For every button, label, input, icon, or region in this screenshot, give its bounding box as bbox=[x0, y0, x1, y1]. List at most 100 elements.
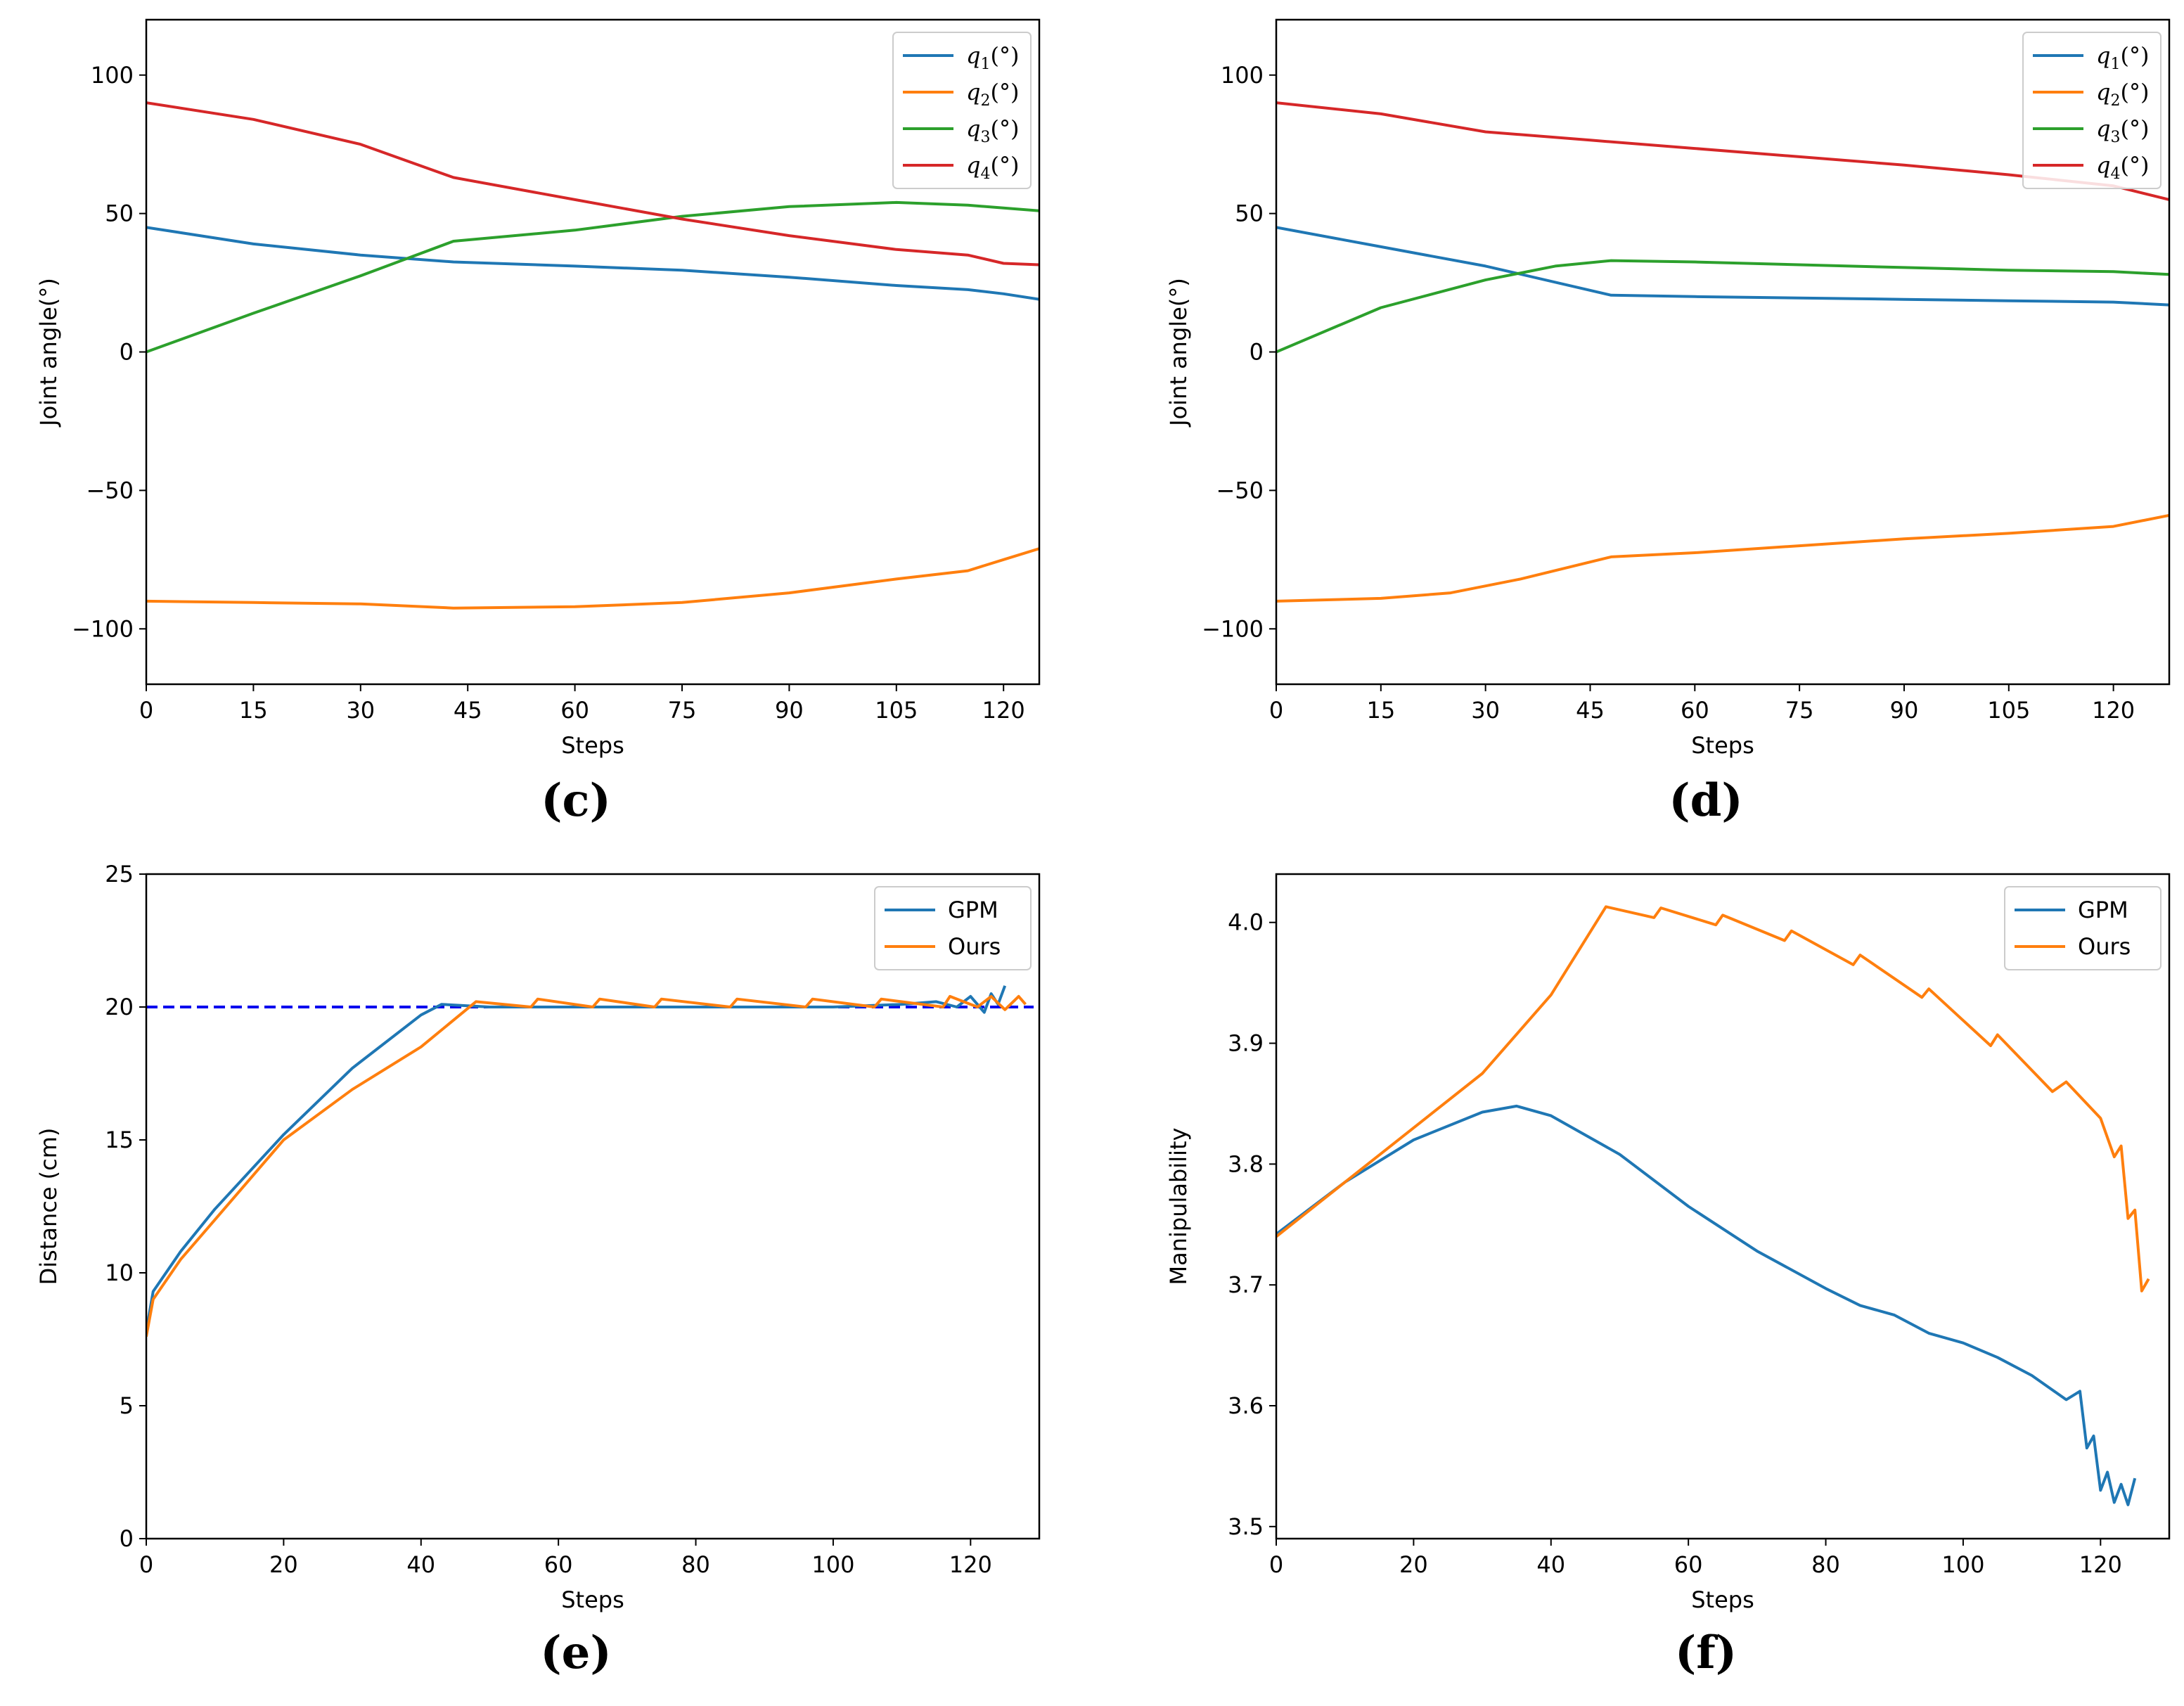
y-tick-label: 3.7 bbox=[1228, 1271, 1264, 1298]
x-tick-label: 40 bbox=[1536, 1551, 1565, 1578]
y-tick-label: 10 bbox=[105, 1259, 134, 1286]
series-line-ours bbox=[1276, 905, 2150, 1293]
x-axis-label: Steps bbox=[1691, 732, 1754, 759]
y-tick-label: 50 bbox=[105, 200, 134, 227]
panel-label: (d) bbox=[1669, 774, 1742, 827]
series-line-q3 bbox=[146, 200, 1039, 354]
chart-e: 0 20 40 60 80 100 120 0 5 10 15 20 25 Steps Distance (… bbox=[35, 861, 1041, 1679]
legend: GPM Ours bbox=[2004, 886, 2161, 970]
y-tick-label: 0 bbox=[1250, 339, 1264, 366]
y-axis-label: Joint angle(°) bbox=[35, 278, 62, 428]
series-line-q1 bbox=[146, 226, 1039, 301]
series-line-gpm bbox=[1276, 1104, 2137, 1506]
series-line-q2 bbox=[146, 547, 1039, 610]
x-tick-label: 45 bbox=[454, 697, 482, 724]
x-tick-label: 105 bbox=[1987, 697, 2030, 724]
x-tick-label: 120 bbox=[982, 697, 1025, 724]
chart-f: 0 20 40 60 80 100 120 3.5 3.6 3.7 3.8 3.9 4.0 Steps Ma… bbox=[1165, 873, 2171, 1679]
x-tick-label: 0 bbox=[1269, 1551, 1283, 1578]
panel-label: (c) bbox=[541, 774, 611, 827]
legend-label: q1(°) bbox=[966, 42, 1019, 73]
y-tick-label: 100 bbox=[91, 62, 134, 89]
y-tick-label: 20 bbox=[105, 994, 134, 1020]
y-tick-label: 3.9 bbox=[1228, 1030, 1264, 1057]
panel-label: (e) bbox=[540, 1627, 611, 1679]
legend-box bbox=[874, 886, 1032, 970]
x-tick-label: 90 bbox=[1890, 697, 1919, 724]
legend-label: GPM bbox=[2078, 897, 2128, 923]
y-tick-label: −50 bbox=[1216, 477, 1264, 504]
y-axis-label: Distance (cm) bbox=[35, 1128, 62, 1285]
x-axis-label: Steps bbox=[561, 1586, 624, 1613]
x-tick-label: 40 bbox=[406, 1551, 435, 1578]
legend-label: q4(°) bbox=[966, 152, 1019, 183]
legend: GPM Ours bbox=[874, 886, 1032, 970]
x-tick-label: 60 bbox=[1674, 1551, 1703, 1578]
x-tick-label: 60 bbox=[544, 1551, 573, 1578]
legend-label: q2(°) bbox=[2096, 79, 2149, 110]
legend: q1(°) q2(°) q3(°) q4(°) bbox=[2022, 32, 2161, 189]
x-tick-label: 60 bbox=[1681, 697, 1709, 724]
x-tick-label: 15 bbox=[1366, 697, 1395, 724]
y-tick-label: 15 bbox=[105, 1127, 134, 1153]
x-axis-label: Steps bbox=[1691, 1586, 1754, 1613]
x-tick-label: 100 bbox=[811, 1551, 854, 1578]
legend-box bbox=[892, 32, 1032, 189]
y-tick-label: 5 bbox=[120, 1392, 134, 1419]
x-tick-label: 120 bbox=[2079, 1551, 2122, 1578]
x-tick-label: 0 bbox=[1269, 697, 1283, 724]
x-tick-label: 90 bbox=[775, 697, 804, 724]
legend: q1(°) q2(°) q3(°) q4(°) bbox=[892, 32, 1032, 189]
x-tick-label: 60 bbox=[560, 697, 589, 724]
legend-label: q1(°) bbox=[2096, 42, 2149, 73]
x-tick-label: 105 bbox=[875, 697, 918, 724]
x-tick-label: 80 bbox=[1811, 1551, 1840, 1578]
y-tick-label: −50 bbox=[86, 477, 134, 504]
y-axis-label: Joint angle(°) bbox=[1165, 278, 1192, 428]
legend-box bbox=[2022, 32, 2161, 189]
y-tick-label: 100 bbox=[1221, 62, 1264, 89]
y-tick-label: 0 bbox=[120, 1525, 134, 1552]
chart-c: 0 15 30 45 60 75 90 105 120 −100 −50 0 50 100 Steps Joi… bbox=[35, 18, 1041, 827]
y-tick-label: 4.0 bbox=[1228, 909, 1264, 936]
legend-label: q3(°) bbox=[966, 115, 1019, 146]
x-tick-label: 0 bbox=[139, 1551, 153, 1578]
legend-label: Ours bbox=[948, 933, 1001, 960]
legend-label: q2(°) bbox=[966, 79, 1019, 110]
x-tick-label: 45 bbox=[1576, 697, 1605, 724]
x-tick-label: 30 bbox=[1471, 697, 1500, 724]
series-line-q1 bbox=[1276, 226, 2169, 307]
x-tick-label: 20 bbox=[269, 1551, 298, 1578]
series-line-q2 bbox=[1276, 513, 2169, 603]
x-tick-label: 100 bbox=[1941, 1551, 1984, 1578]
legend-label: q4(°) bbox=[2096, 152, 2149, 183]
series-line-q3 bbox=[1276, 259, 2169, 354]
y-tick-label: −100 bbox=[1202, 615, 1264, 642]
legend-box bbox=[2004, 886, 2161, 970]
x-tick-label: 120 bbox=[949, 1551, 992, 1578]
legend-label: q3(°) bbox=[2096, 115, 2149, 146]
series-line-ours bbox=[146, 994, 1027, 1338]
y-tick-label: 3.8 bbox=[1228, 1150, 1264, 1177]
x-tick-label: 120 bbox=[2092, 697, 2135, 724]
series-line-q4 bbox=[146, 101, 1039, 267]
legend-label: GPM bbox=[948, 897, 998, 923]
x-tick-label: 30 bbox=[346, 697, 375, 724]
x-tick-label: 15 bbox=[239, 697, 268, 724]
axes-frame bbox=[145, 18, 1041, 686]
axes-frame bbox=[1275, 873, 2171, 1540]
y-tick-label: 3.5 bbox=[1228, 1513, 1264, 1540]
x-tick-label: 75 bbox=[1785, 697, 1814, 724]
y-tick-label: 50 bbox=[1235, 200, 1264, 227]
y-axis-label: Manipulability bbox=[1165, 1128, 1192, 1285]
y-tick-label: −100 bbox=[72, 615, 134, 642]
panel-label: (f) bbox=[1675, 1627, 1737, 1679]
x-tick-label: 0 bbox=[139, 697, 153, 724]
x-axis-label: Steps bbox=[561, 732, 624, 759]
y-tick-label: 0 bbox=[120, 339, 134, 366]
axes-frame bbox=[1275, 18, 2171, 686]
x-tick-label: 75 bbox=[668, 697, 697, 724]
x-tick-label: 80 bbox=[681, 1551, 710, 1578]
legend-label: Ours bbox=[2078, 933, 2131, 960]
